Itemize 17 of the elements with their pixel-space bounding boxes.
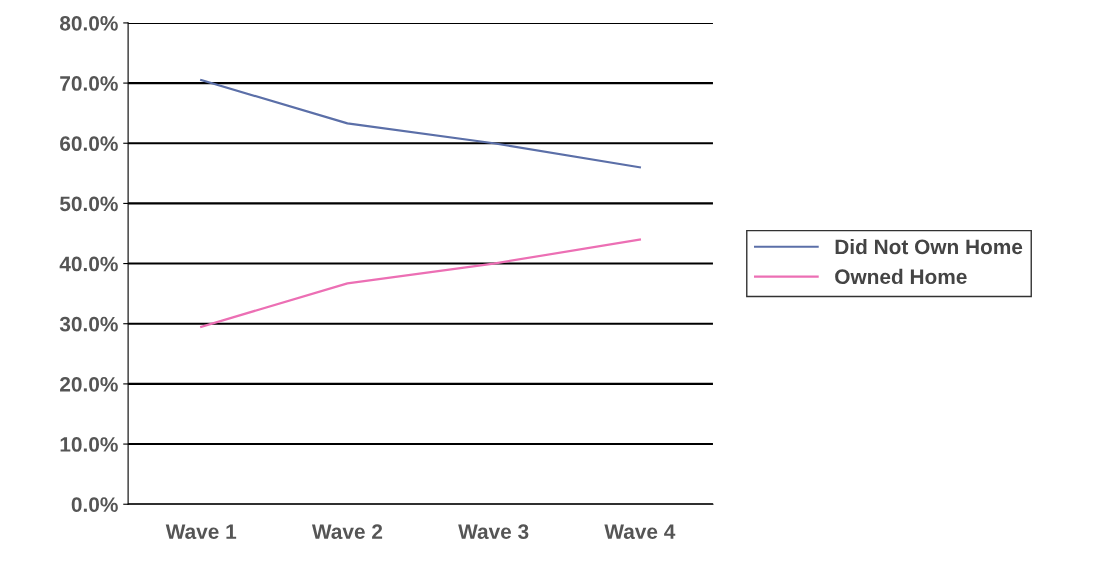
legend-label: Owned Home [835, 268, 967, 285]
y-tick-label: 10.0% [60, 437, 118, 452]
x-tick-label: Wave 1 [165, 524, 237, 539]
y-tick-label: 20.0% [60, 376, 118, 392]
x-tick-label: Wave 4 [604, 524, 676, 539]
y-tick-label: 70.0% [60, 76, 118, 91]
y-tick-label: 30.0% [59, 316, 118, 332]
y-tick-label: 40.0% [59, 256, 118, 272]
line-series [200, 78, 641, 169]
y-tick-label: 60.0% [60, 136, 118, 151]
y-tick-label: 50.0% [59, 196, 118, 212]
x-tick-label: Wave 3 [458, 524, 529, 540]
y-tick-label: 0.0% [71, 497, 118, 512]
y-tick-label: 80.0% [59, 15, 118, 31]
line-series [200, 238, 641, 328]
legend-label: Did Not Own Home [835, 238, 1023, 255]
x-tick-label: Wave 2 [311, 524, 383, 539]
